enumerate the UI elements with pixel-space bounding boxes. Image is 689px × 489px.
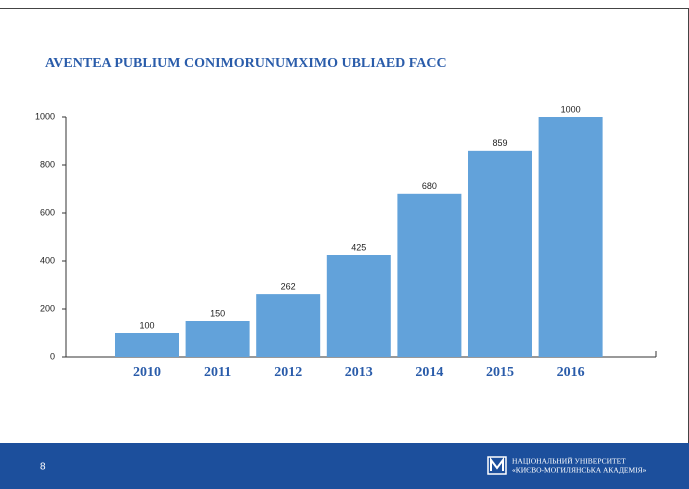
x-tick-label: 2015: [486, 365, 514, 380]
data-label: 100: [139, 320, 154, 330]
page-number: 8: [40, 462, 46, 473]
bar: [397, 193, 462, 357]
x-tick-label: 2012: [274, 365, 302, 380]
data-label: 150: [210, 308, 225, 318]
data-label: 680: [422, 181, 437, 191]
y-tick-label: 1000: [35, 111, 55, 121]
footer-band: [0, 443, 689, 489]
x-tick-label: 2010: [133, 365, 161, 380]
x-tick-label: 2013: [345, 365, 373, 380]
data-label: 1000: [561, 104, 581, 114]
y-tick-label: 200: [40, 303, 55, 313]
data-label: 859: [492, 138, 507, 148]
logo-mark: [490, 457, 504, 471]
org-line1: НАЦІОНАЛЬНИЙ УНІВЕРСИТЕТ: [512, 457, 626, 466]
logo-frame: [487, 456, 507, 475]
x-tick-label: 2016: [557, 365, 585, 380]
org-line2: «КИЄВО-МОГИЛЯНСЬКА АКАДЕМІЯ»: [512, 466, 647, 475]
y-tick-label: 600: [40, 207, 55, 217]
bar: [115, 333, 179, 357]
bar: [468, 150, 532, 357]
y-tick-label: 800: [40, 159, 55, 169]
y-tick-label: 400: [40, 255, 55, 265]
bar: [256, 294, 321, 357]
x-tick-label: 2011: [204, 365, 231, 380]
logo: [487, 456, 507, 475]
bar: [538, 117, 603, 357]
data-label: 262: [281, 281, 296, 291]
x-tick-label: 2014: [415, 365, 443, 380]
bar: [185, 321, 250, 357]
bar: [326, 255, 391, 357]
y-tick-label: 0: [50, 351, 55, 361]
chart-title: AVENTEA PUBLIUM CONIMORUNUMXIMO UBLIAED …: [45, 56, 447, 71]
data-label: 425: [351, 242, 366, 252]
